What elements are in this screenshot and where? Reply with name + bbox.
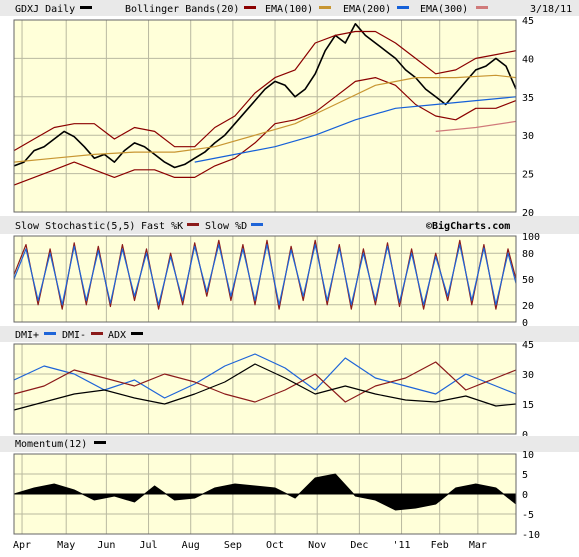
panel4-ytick-label: -10 — [522, 530, 540, 541]
xtick-label: Sep — [224, 540, 242, 551]
stochastic-legend-fastk: Fast %K — [141, 221, 183, 232]
panel3-ytick-label: 30 — [522, 370, 534, 381]
price-legend-swatch-ticker — [80, 6, 92, 9]
panel3-series-dmi — [13, 353, 517, 399]
price-legend-ticker: GDXJ Daily — [15, 4, 75, 15]
momentum-legend-bar — [0, 436, 579, 452]
xtick-label: Mar — [469, 540, 487, 551]
xtick-label: Apr — [13, 540, 31, 551]
panel1-series-gdxj-daily — [13, 22, 517, 169]
price-legend-ema100: EMA(100) — [265, 4, 313, 15]
panel3-series-dmi — [13, 361, 517, 403]
xtick-label: Feb — [431, 540, 449, 551]
price-panel: GDXJ Daily Bollinger Bands(20) EMA(100) … — [0, 0, 579, 219]
panel1-series-ema-200 — [194, 96, 517, 163]
xtick-label: Aug — [182, 540, 200, 551]
panel1-ytick-label: 45 — [522, 16, 534, 27]
stochastic-legend-slowd: Slow %D — [205, 221, 247, 232]
dmi-legend-minus: DMI- — [62, 330, 86, 341]
dmi-legend-swatch-minus — [91, 332, 103, 335]
panel1-ytick-label: 40 — [522, 54, 534, 65]
stochastic-legend-bar — [0, 216, 579, 234]
panel2-ytick-label: 0 — [522, 318, 528, 329]
xtick-label: Dec — [350, 540, 368, 551]
panel4-ytick-label: 10 — [522, 450, 534, 461]
panel4-ytick-label: 5 — [522, 470, 528, 481]
price-date: 3/18/11 — [530, 4, 572, 15]
panel1-series-bollinger-bands-20 — [13, 76, 517, 186]
stochastic-panel: Slow Stochastic(5,5) Fast %K Slow %D ©Bi… — [0, 216, 579, 329]
xtick-label: '11 — [393, 540, 411, 551]
xtick-label: Oct — [266, 540, 284, 551]
price-legend-bar — [0, 0, 579, 16]
panel1-series-ema-100 — [13, 74, 517, 163]
panel2-ytick-label: 20 — [522, 301, 534, 312]
price-legend-swatch-bollinger — [244, 6, 256, 9]
price-legend-bollinger: Bollinger Bands(20) — [125, 4, 239, 15]
stochastic-title: Slow Stochastic(5,5) — [15, 221, 135, 232]
panel4-ytick-label: -5 — [522, 510, 534, 521]
price-legend-swatch-ema100 — [319, 6, 331, 9]
panel2-ytick-label: 50 — [522, 275, 534, 286]
panel1-series-bollinger-bands-20 — [13, 30, 517, 152]
momentum-legend-swatch — [94, 441, 106, 444]
panel1-ytick-label: 30 — [522, 131, 534, 142]
panel2-series-fast-k — [13, 239, 517, 310]
xtick-label: May — [57, 540, 75, 551]
dmi-legend-swatch-adx — [131, 332, 143, 335]
price-legend-ema300: EMA(300) — [420, 4, 468, 15]
panel2-series-slow-d — [13, 244, 517, 306]
xtick-label: Nov — [308, 540, 326, 551]
stochastic-legend-swatch-slowd — [251, 223, 263, 226]
panel1-ytick-label: 20 — [522, 208, 534, 219]
dmi-legend-plus: DMI+ — [15, 330, 39, 341]
panel2-ytick-label: 80 — [522, 249, 534, 260]
price-legend-ema200: EMA(200) — [343, 4, 391, 15]
panel3-ytick-label: 45 — [522, 340, 534, 351]
momentum-panel: Momentum(12) 10 5 0 -5 -10 — [0, 436, 579, 541]
panel3-series-adx — [13, 363, 517, 411]
dmi-panel: DMI+ DMI- ADX 45 30 15 0 — [0, 326, 579, 441]
momentum-legend: Momentum(12) — [15, 439, 87, 450]
price-plot-area — [14, 20, 516, 212]
panel3-ytick-label: 0 — [522, 430, 528, 441]
price-legend-swatch-ema200 — [397, 6, 409, 9]
panel4-ytick-label: 0 — [522, 490, 528, 501]
panel1-ytick-label: 35 — [522, 93, 534, 104]
panel3-ytick-label: 15 — [522, 400, 534, 411]
price-legend-swatch-ema300 — [476, 6, 488, 9]
dmi-legend-adx: ADX — [108, 330, 126, 341]
stochastic-legend-swatch-fastk — [187, 223, 199, 226]
xtick-label: Jul — [140, 540, 158, 551]
panel1-ytick-label: 25 — [522, 170, 534, 181]
bigcharts-credit: ©BigCharts.com — [426, 220, 510, 232]
panel4-series-momentum-12 — [13, 473, 517, 511]
panel2-ytick-label: 100 — [522, 232, 540, 243]
panel1-series-ema-300 — [435, 120, 517, 132]
dmi-legend-swatch-plus — [44, 332, 56, 335]
dmi-legend-bar — [0, 326, 579, 342]
dmi-plot-area — [14, 344, 516, 434]
xtick-label: Jun — [97, 540, 115, 551]
